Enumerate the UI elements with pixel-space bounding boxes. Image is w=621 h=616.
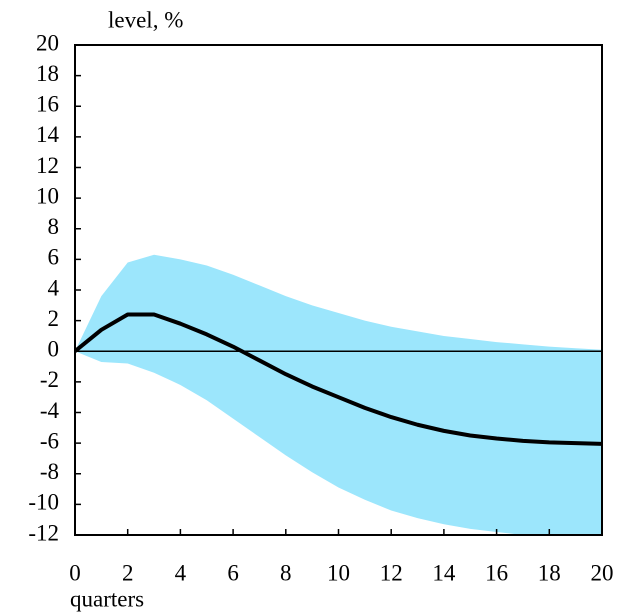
x-tick-label: 16 — [485, 560, 508, 585]
x-tick-label: 18 — [538, 560, 561, 585]
x-tick-label: 12 — [380, 560, 403, 585]
x-tick-label: 20 — [591, 560, 614, 585]
x-tick-label: 8 — [280, 560, 292, 585]
y-tick-label: 10 — [36, 183, 59, 208]
y-tick-label: 0 — [48, 337, 60, 362]
plot-area — [75, 254, 602, 535]
y-tick-label: 20 — [36, 30, 59, 55]
y-tick-label: -4 — [40, 398, 60, 423]
y-tick-label: -12 — [28, 520, 59, 545]
x-tick-label: 2 — [122, 560, 134, 585]
y-tick-label: 16 — [36, 92, 59, 117]
x-tick-label: 6 — [227, 560, 239, 585]
y-tick-label: 14 — [36, 122, 60, 147]
y-tick-label: -8 — [40, 459, 59, 484]
y-axis-label: level, % — [108, 7, 183, 32]
x-tick-label: 0 — [69, 560, 81, 585]
y-tick-label: 18 — [36, 61, 59, 86]
y-tick-label: 12 — [36, 153, 59, 178]
y-tick-label: 2 — [48, 306, 60, 331]
x-axis-label: quarters — [70, 586, 144, 611]
response-line — [75, 312, 602, 446]
y-tick-label: -2 — [40, 367, 59, 392]
x-tick-label: 14 — [432, 560, 456, 585]
y-tick-label: 6 — [48, 245, 60, 270]
x-tick-label: 4 — [175, 560, 187, 585]
y-tick-label: -6 — [40, 428, 59, 453]
x-tick-label: 10 — [327, 560, 350, 585]
y-tick-label: 8 — [48, 214, 60, 239]
y-tick-label: -10 — [28, 490, 59, 515]
y-tick-label: 4 — [48, 275, 60, 300]
confidence-band — [75, 254, 602, 535]
